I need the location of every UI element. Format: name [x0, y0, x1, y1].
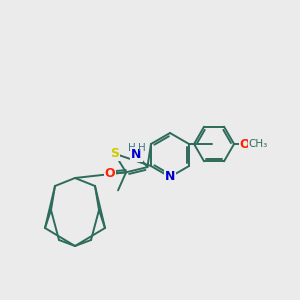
Text: S: S [110, 147, 119, 160]
Text: N: N [165, 170, 175, 184]
Text: H: H [138, 143, 146, 153]
Text: H: H [128, 143, 135, 153]
Text: N: N [131, 148, 142, 160]
Text: CH₃: CH₃ [248, 139, 268, 149]
Text: O: O [105, 167, 116, 180]
Text: O: O [240, 137, 250, 151]
